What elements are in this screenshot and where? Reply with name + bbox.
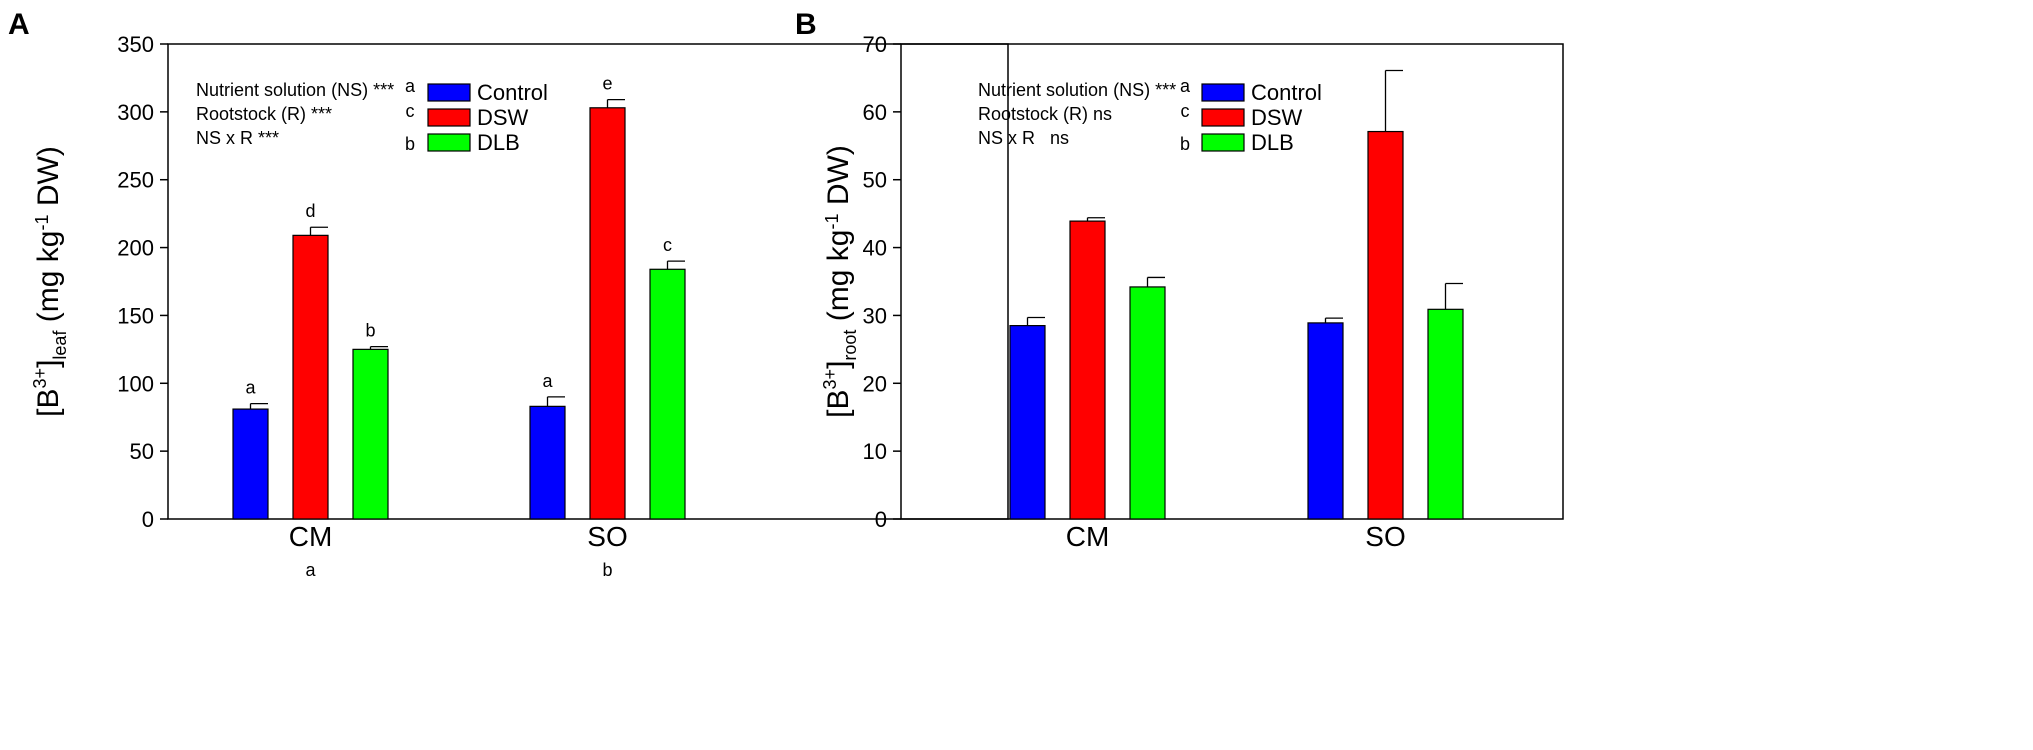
panel-b: B 0 10 20 30 40 50 60 70 CM SO Nutrient solution (N…: [795, 8, 1564, 552]
stats-annotation: NS x R ***: [196, 128, 279, 148]
legend-swatch-dsw: [427, 108, 471, 127]
legend-letter: b: [1180, 134, 1190, 154]
y-tick-label: 30: [863, 303, 887, 328]
legend-label: DLB: [1251, 130, 1294, 155]
y-tick-label: 250: [117, 168, 154, 193]
x-category-label: SO: [1365, 521, 1405, 552]
legend-label: DLB: [477, 130, 520, 155]
legend-label: Control: [1251, 80, 1322, 105]
y-tick-label: 300: [117, 100, 154, 125]
y-tick-label: 70: [863, 32, 887, 57]
stats-annotation: Nutrient solution (NS) ***: [978, 80, 1176, 100]
y-axis-label-unit_a: (mg kg: [32, 231, 65, 331]
y-axis-label-sup: 3+: [30, 368, 50, 389]
legend-swatch-dlb: [427, 133, 471, 152]
y-tick-label: 60: [863, 100, 887, 125]
y-axis-label-sub: leaf: [50, 330, 70, 360]
legend-swatch-dsw: [1201, 108, 1245, 127]
bar-dlb-so: [649, 268, 686, 520]
x-category-label: CM: [289, 521, 333, 552]
legend-swatch-dlb: [1201, 133, 1245, 152]
category-significance-letter: b: [602, 560, 612, 580]
bar-dsw-so: [589, 107, 626, 520]
bar-control-so: [529, 405, 566, 520]
bar-dsw-cm: [1069, 220, 1106, 520]
plot-frame: [167, 43, 1009, 520]
legend-label: DSW: [1251, 105, 1303, 130]
y-tick-label: 20: [863, 371, 887, 396]
y-tick-label: 150: [117, 303, 154, 328]
legend-label: DSW: [477, 105, 529, 130]
y-tick-label: 0: [875, 507, 887, 532]
y-tick-label: 350: [117, 32, 154, 57]
significance-letter: e: [602, 74, 612, 94]
legend-swatch-control: [1201, 83, 1245, 102]
y-tick-label: 10: [863, 439, 887, 464]
bar-dlb-cm: [352, 348, 389, 520]
significance-letter: b: [365, 321, 375, 341]
y-axis-label: [B3+]leaf (mg kg-1 DW): [30, 146, 70, 417]
y-axis-label-main: [B: [32, 388, 65, 416]
bar-control-so: [1307, 322, 1344, 520]
panel-a: A050100150200250300350adbCMaaecSObNutrie…: [8, 8, 1009, 580]
bar-dsw-so: [1367, 130, 1404, 520]
y-tick-label: 40: [863, 236, 887, 261]
significance-letter: a: [542, 371, 553, 391]
x-category-label: SO: [587, 521, 627, 552]
significance-letter: a: [245, 378, 256, 398]
bar-dsw-cm: [292, 234, 329, 520]
stats-annotation: NS x R ns: [978, 128, 1069, 148]
bar-dlb-cm: [1129, 286, 1166, 520]
category-significance-letter: a: [305, 560, 316, 580]
significance-letter: c: [663, 235, 672, 255]
y-axis-label-unit_b: DW): [32, 146, 65, 214]
y-axis-label-close: ]: [822, 361, 855, 369]
stats-annotation: Rootstock (R) ***: [196, 104, 332, 124]
y-tick-label: 50: [130, 439, 154, 464]
y-axis-label-unit_a: (mg kg: [822, 230, 855, 330]
y-axis-label-main: [B: [822, 389, 855, 417]
legend-letter: c: [406, 101, 415, 121]
y-axis-label-sup: 3+: [820, 369, 840, 390]
legend-letter: a: [405, 76, 416, 96]
y-tick-label: 100: [117, 371, 154, 396]
y-axis-label-close: ]: [32, 360, 65, 368]
bar-control-cm: [1009, 325, 1046, 520]
plot-frame: [900, 43, 1564, 520]
y-axis-label-unit_sup: -1: [32, 215, 52, 231]
legend-swatch-control: [427, 83, 471, 102]
legend-letter: a: [1180, 76, 1191, 96]
y-axis-label-unit_b: DW): [822, 145, 855, 213]
legend-letter: b: [405, 134, 415, 154]
y-axis-label: [B3+]root (mg kg-1 DW): [820, 145, 860, 418]
y-axis-label-sub: root: [840, 330, 860, 361]
y-tick-label: 200: [117, 236, 154, 261]
panel-label: B: [795, 8, 817, 41]
legend-label: Control: [477, 80, 548, 105]
panel-label: A: [8, 8, 30, 41]
stats-annotation: Nutrient solution (NS) ***: [196, 80, 394, 100]
stats-annotation: Rootstock (R) ns: [978, 104, 1112, 124]
y-tick-label: 50: [863, 168, 887, 193]
bar-dlb-so: [1427, 308, 1464, 520]
legend-letter: c: [1181, 101, 1190, 121]
bar-control-cm: [232, 408, 269, 520]
significance-letter: d: [305, 201, 315, 221]
y-tick-label: 0: [142, 507, 154, 532]
y-axis-label-unit_sup: -1: [822, 214, 842, 230]
x-category-label: CM: [1066, 521, 1110, 552]
